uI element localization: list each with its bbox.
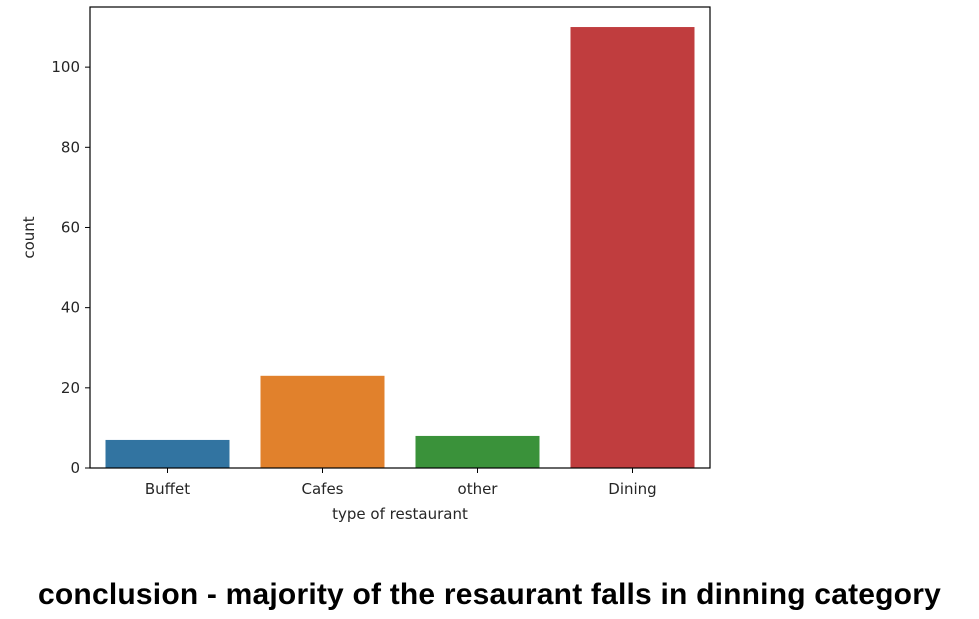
x-axis-ticks: Buffet Cafes other Dining xyxy=(145,468,657,498)
y-axis-label: count xyxy=(20,216,38,258)
bar-other xyxy=(415,435,540,468)
bar-dining xyxy=(570,27,695,468)
x-tick-label: Cafes xyxy=(302,480,344,498)
bar-buffet xyxy=(105,439,230,468)
bar-chart: 0 20 40 60 80 100 Buffet Cafes other Dining type… xyxy=(20,6,711,523)
x-tick-label: Dining xyxy=(608,480,656,498)
conclusion-caption: conclusion - majority of the resaurant f… xyxy=(38,578,941,611)
bars-group xyxy=(105,27,695,468)
x-axis-label: type of restaurant xyxy=(332,505,468,523)
y-tick-label: 20 xyxy=(61,379,80,397)
y-tick-label: 80 xyxy=(61,138,80,156)
y-tick-label: 100 xyxy=(51,58,80,76)
y-tick-label: 0 xyxy=(70,459,80,477)
plot-frame xyxy=(89,6,711,469)
x-tick-label: Buffet xyxy=(145,480,190,498)
y-tick-label: 40 xyxy=(61,299,80,317)
bar-cafes xyxy=(260,375,385,468)
y-tick-label: 60 xyxy=(61,218,80,236)
y-axis-ticks: 0 20 40 60 80 100 xyxy=(51,58,90,477)
x-tick-label: other xyxy=(458,480,499,498)
